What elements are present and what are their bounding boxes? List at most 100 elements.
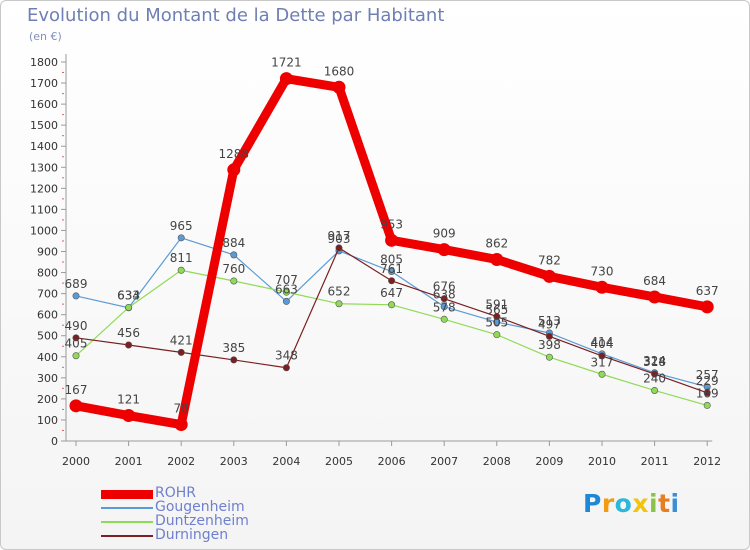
data-point-durningen — [651, 370, 659, 378]
data-point-duntzenheim — [440, 315, 448, 323]
data-point-duntzenheim — [651, 386, 659, 394]
data-label-gougenheim: 633 — [117, 289, 140, 303]
data-point-duntzenheim — [282, 288, 290, 296]
x-tick-label: 2003 — [220, 455, 248, 468]
data-point-durningen — [598, 352, 606, 360]
logo-letter: x — [632, 489, 649, 518]
data-label-rohr: 909 — [433, 227, 456, 241]
data-label-gougenheim: 689 — [65, 277, 88, 291]
data-label-durningen: 421 — [170, 333, 193, 347]
data-label-duntzenheim: 505 — [485, 316, 508, 330]
y-tick-label: 1100 — [30, 203, 58, 216]
data-point-durningen — [335, 244, 343, 252]
data-label-rohr: 730 — [591, 264, 614, 278]
legend-label: ROHR — [155, 485, 197, 501]
legend-label: Gougenheim — [155, 499, 245, 515]
data-point-gougenheim — [388, 268, 396, 276]
data-label-gougenheim: 805 — [380, 253, 403, 267]
y-tick-label: 300 — [37, 372, 58, 385]
x-tick-label: 2012 — [693, 455, 721, 468]
data-label-duntzenheim: 652 — [328, 285, 351, 299]
data-label-duntzenheim: 707 — [275, 273, 298, 287]
data-point-durningen — [72, 334, 80, 342]
x-tick-label: 2011 — [641, 455, 669, 468]
data-point-duntzenheim — [388, 301, 396, 309]
data-label-rohr: 78 — [174, 402, 189, 416]
data-label-rohr: 121 — [117, 393, 140, 407]
data-point-gougenheim — [230, 251, 238, 259]
y-tick-label: 200 — [37, 393, 58, 406]
logo-letter: o — [614, 489, 633, 518]
data-label-durningen: 917 — [328, 229, 351, 243]
data-point-duntzenheim — [230, 277, 238, 285]
legend-swatch — [101, 521, 153, 523]
data-point-rohr — [648, 290, 662, 304]
data-label-gougenheim: 513 — [538, 314, 561, 328]
data-label-rohr: 167 — [65, 383, 88, 397]
data-label-rohr: 637 — [696, 284, 719, 298]
data-point-rohr — [385, 233, 399, 247]
data-label-durningen: 229 — [696, 374, 719, 388]
data-label-rohr: 684 — [643, 274, 666, 288]
x-tick-label: 2000 — [62, 455, 90, 468]
data-label-durningen: 490 — [65, 319, 88, 333]
y-tick-label: 0 — [51, 435, 58, 448]
y-tick-label: 900 — [37, 246, 58, 259]
data-label-duntzenheim: 760 — [222, 262, 245, 276]
legend-label: Duntzenheim — [155, 513, 249, 529]
y-tick-label: 800 — [37, 267, 58, 280]
data-point-duntzenheim — [177, 266, 185, 274]
x-tick-label: 2001 — [115, 455, 143, 468]
data-label-durningen: 385 — [222, 341, 245, 355]
y-tick-label: 1600 — [30, 98, 58, 111]
y-tick-label: 1000 — [30, 224, 58, 237]
data-label-duntzenheim: 405 — [65, 337, 88, 351]
data-point-rohr — [332, 80, 346, 94]
x-tick-label: 2007 — [430, 455, 458, 468]
data-label-rohr: 1288 — [219, 147, 250, 161]
data-point-rohr — [69, 399, 83, 413]
data-label-duntzenheim: 398 — [538, 338, 561, 352]
data-point-rohr — [174, 418, 188, 432]
data-label-duntzenheim: 647 — [380, 286, 403, 300]
legend-swatch — [101, 535, 153, 537]
data-label-duntzenheim: 317 — [591, 355, 614, 369]
data-label-duntzenheim: 578 — [433, 300, 456, 314]
data-label-gougenheim: 638 — [433, 288, 456, 302]
logo-letter: P — [583, 489, 602, 518]
x-tick-label: 2004 — [272, 455, 300, 468]
data-label-gougenheim: 324 — [643, 354, 666, 368]
data-label-gougenheim: 903 — [328, 232, 351, 246]
y-tick-label: 500 — [37, 330, 58, 343]
logo-letter: t — [658, 489, 671, 518]
data-label-rohr: 782 — [538, 253, 561, 267]
y-tick-label: 700 — [37, 288, 58, 301]
y-tick-label: 1700 — [30, 77, 58, 90]
y-tick-label: 1500 — [30, 119, 58, 132]
y-tick-label: 100 — [37, 414, 58, 427]
data-label-gougenheim: 565 — [485, 303, 508, 317]
chart-subtitle: (en €) — [29, 30, 62, 43]
data-point-duntzenheim — [125, 304, 133, 312]
data-label-durningen: 404 — [591, 337, 614, 351]
data-point-rohr — [279, 72, 293, 86]
data-point-rohr — [700, 300, 714, 314]
data-label-durningen: 676 — [433, 280, 456, 294]
data-point-durningen — [125, 341, 133, 349]
data-label-gougenheim: 965 — [170, 219, 193, 233]
data-label-durningen: 348 — [275, 349, 298, 363]
data-point-durningen — [282, 364, 290, 372]
data-label-duntzenheim: 811 — [170, 251, 193, 265]
y-tick-label: 1400 — [30, 140, 58, 153]
y-tick-label: 600 — [37, 309, 58, 322]
data-point-duntzenheim — [703, 401, 711, 409]
legend-swatch — [101, 489, 153, 499]
data-point-durningen — [703, 389, 711, 397]
data-point-rohr — [595, 280, 609, 294]
data-label-rohr: 1721 — [271, 56, 302, 70]
data-label-durningen: 456 — [117, 326, 140, 340]
data-point-gougenheim — [282, 297, 290, 305]
logo-letter: i — [670, 489, 680, 518]
data-label-durningen: 318 — [643, 355, 666, 369]
